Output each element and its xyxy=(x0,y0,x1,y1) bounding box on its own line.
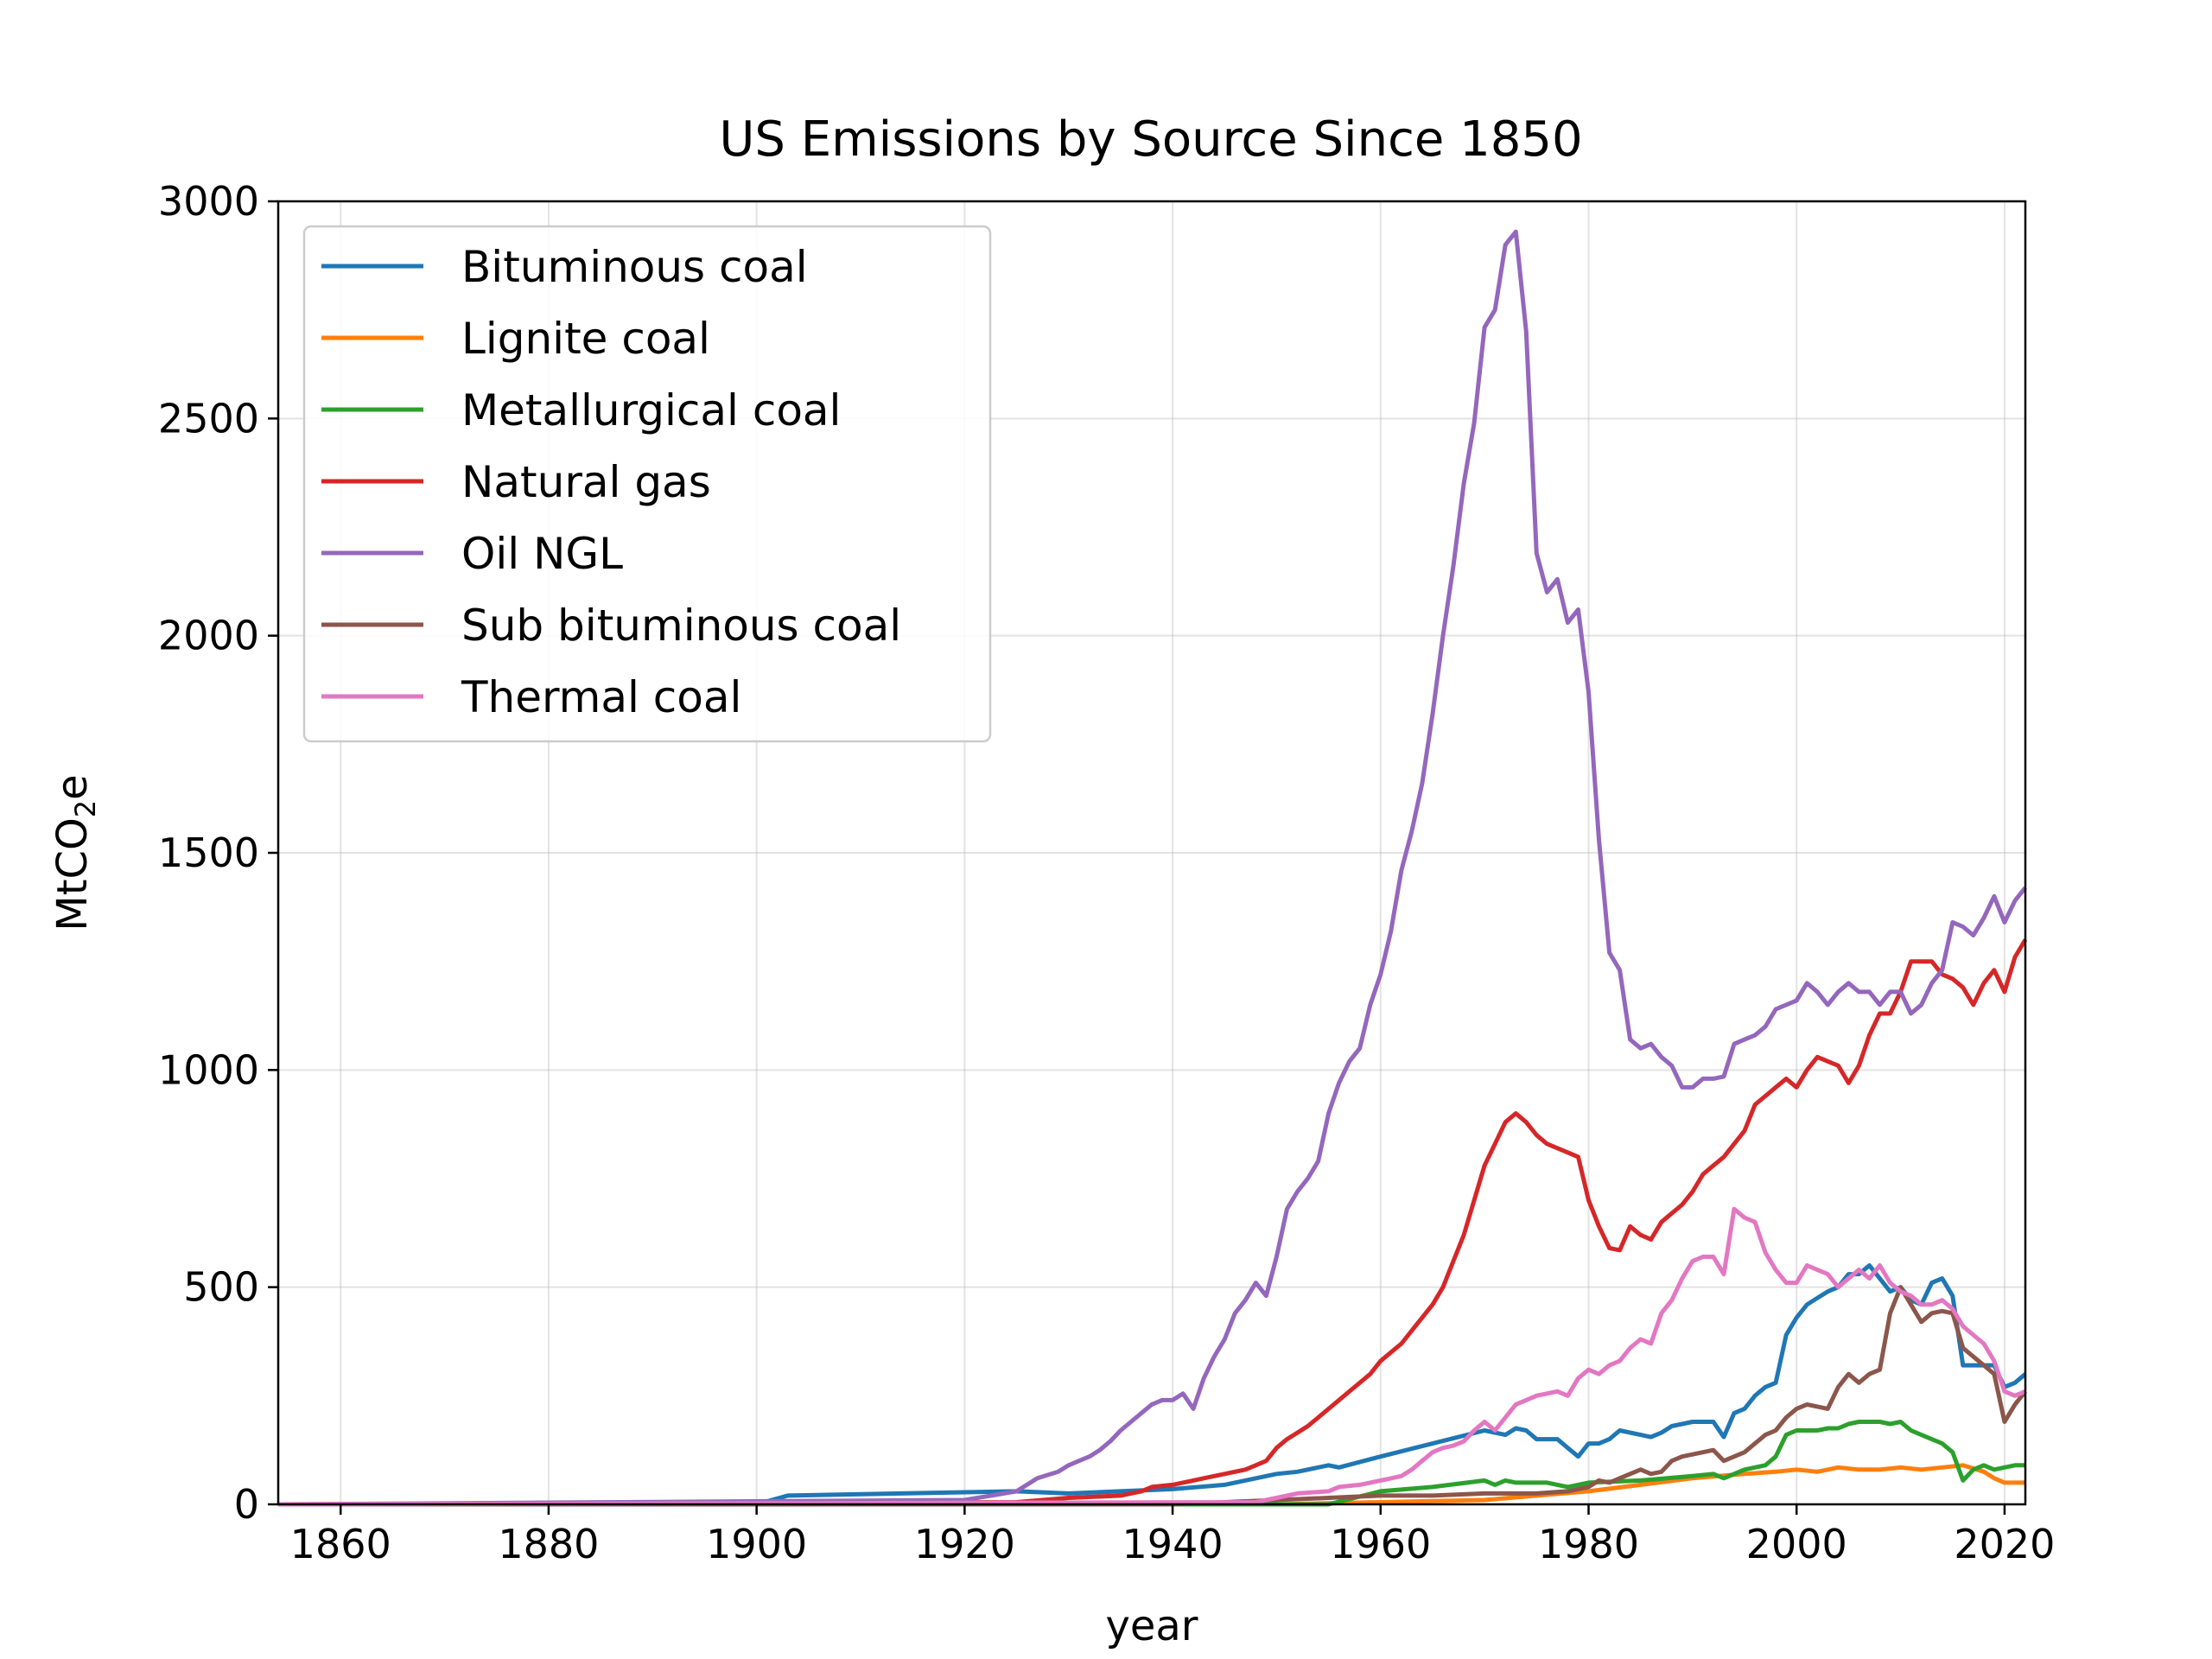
legend-label: Natural gas xyxy=(461,457,711,507)
x-tick-label: 2020 xyxy=(1954,1521,2055,1567)
legend: Bituminous coal Lignite coal Metallurgical… xyxy=(302,225,992,743)
y-tick-label: 2500 xyxy=(158,395,259,442)
y-axis-label-subscript: 2 xyxy=(69,800,102,817)
y-axis-label-main: MtCO xyxy=(48,817,97,931)
x-axis-label: year xyxy=(1105,1602,1198,1650)
x-tick-label: 2000 xyxy=(1746,1521,1847,1567)
y-tick-label: 500 xyxy=(183,1264,259,1311)
y-axis-label-end: e xyxy=(48,774,97,800)
series-lines xyxy=(277,229,2028,1507)
legend-label: Bituminous coal xyxy=(461,242,808,292)
legend-label: Lignite coal xyxy=(461,314,710,364)
series-line-oil-ngl xyxy=(277,229,2027,1507)
y-tick-label: 1500 xyxy=(158,830,259,876)
x-tick-label: 1880 xyxy=(498,1521,599,1567)
chart-title: US Emissions by Source Since 1850 xyxy=(719,111,1582,168)
series-line-lignite-coal xyxy=(278,1463,2025,1507)
series-line-sub-bituminous-coal xyxy=(278,1285,2027,1507)
legend-box xyxy=(302,225,992,743)
legend-label: Sub bituminous coal xyxy=(461,601,901,651)
x-tick-label: 1960 xyxy=(1330,1521,1431,1567)
y-tick-label: 1000 xyxy=(158,1046,259,1093)
series-line-metallurgical-coal xyxy=(278,1420,2025,1507)
y-tick-label: 0 xyxy=(234,1481,259,1528)
x-tick-label: 1860 xyxy=(290,1521,391,1567)
series-line-thermal-coal xyxy=(277,1206,2026,1507)
x-tick-label: 1900 xyxy=(706,1521,807,1567)
x-tick-label: 1920 xyxy=(914,1521,1015,1567)
y-tick-label: 3000 xyxy=(158,178,259,225)
legend-label: Oil NGL xyxy=(461,529,623,579)
legend-label: Thermal coal xyxy=(461,672,741,722)
y-axis-label: MtCO2e xyxy=(48,774,102,931)
series-line-natural-gas xyxy=(277,938,2028,1507)
legend-label: Metallurgical coal xyxy=(461,385,841,435)
x-tick-label: 1940 xyxy=(1122,1521,1224,1567)
x-tick-label: 1980 xyxy=(1538,1521,1639,1567)
axis-ticks: 1860 1880 1900 1920 1940 1960 1980 2000 2020 0 500… xyxy=(158,178,2056,1567)
y-tick-label: 2000 xyxy=(158,613,259,659)
